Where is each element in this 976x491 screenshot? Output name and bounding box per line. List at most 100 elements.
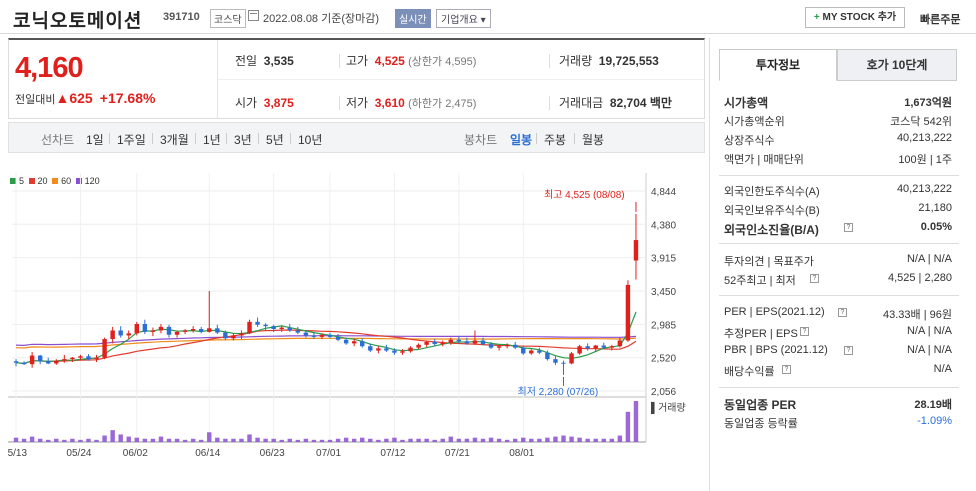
divider — [719, 243, 959, 244]
volume-bar — [134, 437, 140, 442]
tab-monthly[interactable]: 월봉 — [582, 133, 605, 147]
candle-body — [279, 327, 284, 330]
candle-body — [561, 362, 566, 364]
change-amount: 625 — [69, 90, 93, 106]
divider — [152, 133, 153, 144]
candle-body — [545, 352, 550, 360]
volume-bar — [464, 438, 470, 442]
help-icon[interactable]: ? — [800, 327, 809, 336]
candle-body — [496, 346, 502, 348]
volume-bar — [118, 434, 123, 442]
ma120-label: 120 — [84, 176, 100, 186]
candle-body — [456, 339, 462, 342]
candle-body — [166, 326, 172, 335]
x-tick-label: 06/23 — [260, 448, 285, 459]
candle-body — [78, 356, 83, 358]
candle-body — [335, 336, 341, 340]
volume-bar — [601, 438, 606, 442]
help-icon[interactable]: ? — [782, 365, 791, 374]
volume-bar — [593, 438, 598, 442]
candle-body — [504, 344, 510, 347]
tab-1week[interactable]: 1주일 — [117, 133, 146, 147]
y-tick-label: 4,844 — [651, 187, 676, 198]
lower-limit: (하한가 2,475) — [408, 98, 477, 110]
tab-weekly[interactable]: 주봉 — [544, 133, 567, 147]
info-key: 투자의견 | 목표주가 — [724, 256, 814, 268]
info-key: 동일업종 PER — [724, 398, 797, 412]
price-chart[interactable]: 4,844 4,380 3,915 3,450 2,985 2,520 2,056 05/13… — [8, 153, 705, 491]
divider — [339, 54, 340, 68]
ma20-line — [15, 329, 637, 365]
divider — [719, 295, 959, 296]
candle-body — [29, 355, 35, 365]
quick-order-link[interactable]: 빠른주문 — [920, 14, 961, 26]
volume-bar — [577, 437, 582, 442]
candle-body — [37, 355, 43, 362]
info-key: 추정PER | EPS — [724, 328, 798, 340]
calendar-icon — [248, 10, 259, 21]
x-tick-label: 07/12 — [380, 448, 405, 459]
volume-bar — [86, 438, 91, 442]
volume-bar — [392, 437, 397, 442]
y-tick-label: 2,520 — [651, 354, 676, 365]
volume-bar — [70, 438, 75, 442]
candle-body — [625, 284, 631, 341]
help-icon[interactable]: ? — [810, 274, 819, 283]
divider — [258, 133, 259, 144]
volume-bar — [351, 438, 357, 442]
tab-5year[interactable]: 5년 — [266, 133, 284, 147]
volume-bar — [166, 438, 172, 442]
ma120-line — [15, 335, 637, 347]
help-icon[interactable]: ? — [844, 223, 853, 232]
tab-order-book[interactable]: 호가 10단계 — [837, 49, 957, 81]
tab-daily[interactable]: 일봉 — [510, 133, 533, 147]
info-value: N/A — [933, 363, 952, 375]
volume-bar — [625, 411, 631, 442]
volume-bar — [223, 438, 228, 442]
volume-bar — [569, 436, 574, 442]
volume-bar — [271, 438, 276, 442]
high-value: 4,525 — [374, 54, 405, 68]
change-label: 전일대비 — [15, 94, 56, 106]
volume: 거래량 19,725,553 — [559, 52, 659, 69]
high-label: 고가 — [346, 54, 369, 68]
x-tick-label: 05/24 — [66, 448, 91, 459]
x-tick-label: 06/02 — [123, 448, 148, 459]
divider — [549, 96, 550, 110]
volume-bar — [94, 439, 99, 442]
candle-body — [360, 341, 365, 347]
company-name: 코닉오토메이션 — [13, 11, 143, 32]
low-value: 3,610 — [374, 96, 405, 110]
my-stock-add-button[interactable]: + MY STOCK 추가 — [805, 7, 905, 28]
candle-body — [529, 350, 534, 354]
candle-chart-label: 봉차트 — [464, 133, 498, 147]
divider — [290, 133, 291, 144]
info-key: PBR | BPS (2021.12) — [724, 344, 828, 356]
x-tick-label: 06/14 — [195, 448, 220, 459]
ma-legend: 5 20 60 120 — [8, 176, 100, 186]
realtime-button[interactable]: 실시간 — [395, 9, 431, 28]
tab-3month[interactable]: 3개월 — [160, 133, 189, 147]
volume-bar — [198, 439, 204, 442]
candle-body — [384, 348, 389, 351]
ma60-label: 60 — [61, 176, 72, 186]
help-icon[interactable]: ? — [844, 346, 853, 355]
tab-1day[interactable]: 1일 — [86, 133, 104, 147]
help-icon[interactable]: ? — [838, 308, 847, 317]
candle-body — [110, 330, 115, 340]
volume-bar — [174, 438, 180, 442]
candle-body — [553, 359, 558, 363]
info-row: 배당수익률? N/A — [724, 363, 952, 379]
low-label: 저가 — [346, 96, 369, 110]
candle-body — [601, 345, 606, 348]
volume-bar — [62, 439, 67, 442]
candle-body — [609, 346, 615, 348]
tab-investment-info[interactable]: 투자정보 — [719, 49, 837, 81]
tab-10year[interactable]: 10년 — [298, 133, 323, 147]
candle-body — [158, 326, 164, 331]
candle-body — [343, 339, 349, 344]
tab-3year[interactable]: 3년 — [234, 133, 252, 147]
company-info-dropdown[interactable]: 기업개요 ▾ — [436, 9, 491, 28]
tab-1year[interactable]: 1년 — [203, 133, 221, 147]
volume-bar — [263, 438, 268, 442]
